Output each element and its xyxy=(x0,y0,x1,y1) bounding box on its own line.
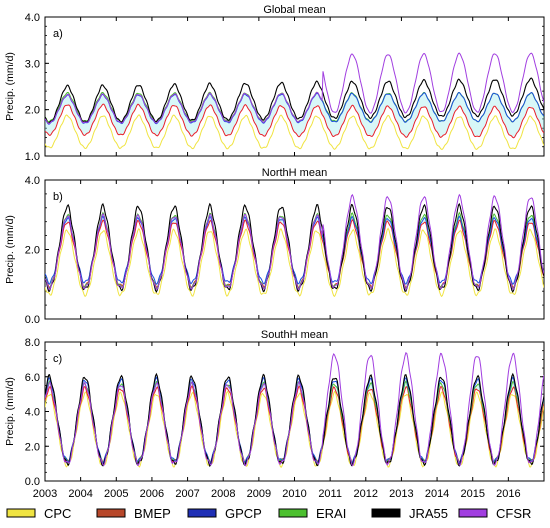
panel-label: a) xyxy=(53,28,63,40)
panel-label: b) xyxy=(53,191,63,203)
legend-label: ERAI xyxy=(316,506,346,521)
x-tick-label: 2005 xyxy=(104,488,128,500)
series-line-bmep xyxy=(45,103,544,139)
panel-series xyxy=(45,352,544,469)
legend-label: BMEP xyxy=(134,506,171,521)
series-line-cfsr xyxy=(45,193,544,291)
x-tick-label: 2008 xyxy=(211,488,235,500)
x-tick-label: 2016 xyxy=(496,488,520,500)
panel-title: Global mean xyxy=(263,4,325,16)
panel-3: SouthH mean c) Precip. (mm/d) 0.0 2.0 4.0 6.0 8… xyxy=(4,329,545,488)
legend-item-jra55: JRA55 xyxy=(371,506,448,521)
series-line-cfsr xyxy=(45,352,544,467)
legend-swatch xyxy=(96,508,126,518)
x-tick-label: 2015 xyxy=(460,488,484,500)
x-tick-label: 2014 xyxy=(425,488,449,500)
panel-series xyxy=(45,193,544,298)
y-tick-label: 0.0 xyxy=(25,314,40,326)
erai-band xyxy=(45,92,544,138)
x-tick-label: 2012 xyxy=(354,488,378,500)
y-tick-label: 4.0 xyxy=(25,175,40,187)
legend-item-cfsr: CFSR xyxy=(458,506,531,521)
x-tick-label: 2006 xyxy=(140,488,164,500)
y-tick-label: 2.0 xyxy=(25,441,40,453)
y-tick-label: 3.0 xyxy=(25,58,40,70)
y-axis-label: Precip. (mm/d) xyxy=(4,377,16,446)
x-tick-label: 2004 xyxy=(68,488,92,500)
legend-item-erai: ERAI xyxy=(278,506,346,521)
y-axis-label: Precip. (mm/d) xyxy=(4,215,16,284)
y-tick-label: 6.0 xyxy=(25,372,40,384)
series-line-jra55 xyxy=(45,77,544,124)
y-tick-label: 8.0 xyxy=(25,337,40,349)
legend-item-cpc: CPC xyxy=(6,506,71,521)
series-line-cfsr xyxy=(45,52,544,125)
panel-title: SouthH mean xyxy=(261,329,328,341)
legend-swatch xyxy=(187,508,217,518)
legend-swatch xyxy=(458,508,488,518)
y-tick-label: 2.0 xyxy=(25,105,40,117)
y-axis-label: Precip. (mm/d) xyxy=(4,52,16,121)
x-tick-label: 2009 xyxy=(247,488,271,500)
y-tick-label: 0.0 xyxy=(25,476,40,488)
x-tick-label: 2013 xyxy=(389,488,413,500)
legend-label: CPC xyxy=(44,506,71,521)
legend-item-bmep: BMEP xyxy=(96,506,171,521)
legend-swatch xyxy=(278,508,308,518)
x-axis: 2003 2004 2005 2006 2007 2008 2009 2010 2011 2012… xyxy=(33,488,521,500)
y-tick-label: 1.0 xyxy=(25,151,40,163)
legend-label: GPCP xyxy=(225,506,262,521)
panel-frame xyxy=(44,341,545,482)
series-line-cpc xyxy=(45,227,544,298)
legend-swatch xyxy=(6,508,36,518)
y-tick-label: 4.0 xyxy=(25,407,40,419)
panel-series xyxy=(45,52,544,150)
panel-2: NorthH mean b) Precip. (mm/d) 0.0 2.0 4.0 xyxy=(4,167,545,326)
series-line-cpc xyxy=(45,114,544,150)
legend-label: CFSR xyxy=(496,506,531,521)
panel-title: NorthH mean xyxy=(262,167,327,179)
y-tick-label: 4.0 xyxy=(25,12,40,24)
legend: CPC BMEP GPCP ERAI JRA55 CFSR xyxy=(6,506,531,521)
x-tick-label: 2007 xyxy=(175,488,199,500)
y-tick-label: 2.0 xyxy=(25,245,40,257)
panel-label: c) xyxy=(53,353,62,365)
x-tick-label: 2010 xyxy=(282,488,306,500)
x-tick-label: 2003 xyxy=(33,488,57,500)
panel-1: Global mean a) Precip. (mm/d) 1.0 2.0 3.0 4.0 xyxy=(4,4,545,163)
legend-item-gpcp: GPCP xyxy=(187,506,262,521)
x-tick-label: 2011 xyxy=(318,488,342,500)
legend-swatch xyxy=(371,508,401,518)
legend-label: JRA55 xyxy=(409,506,448,521)
